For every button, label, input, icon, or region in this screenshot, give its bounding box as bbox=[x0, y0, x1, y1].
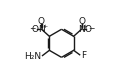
Text: O: O bbox=[85, 25, 92, 34]
Text: H₂N: H₂N bbox=[24, 52, 42, 61]
Text: F: F bbox=[81, 51, 86, 60]
Text: +: + bbox=[82, 24, 87, 29]
Text: −: − bbox=[29, 25, 35, 34]
Text: O: O bbox=[78, 17, 85, 26]
Text: O: O bbox=[31, 25, 38, 34]
Text: N: N bbox=[78, 25, 85, 34]
Text: O: O bbox=[38, 17, 45, 26]
Text: +: + bbox=[42, 24, 47, 29]
Text: −: − bbox=[88, 25, 94, 34]
Text: N: N bbox=[38, 25, 45, 34]
